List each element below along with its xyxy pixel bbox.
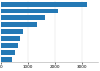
- Bar: [1, 36, 20, 41]
- Bar: [1, 15, 46, 20]
- Bar: [1, 22, 37, 27]
- Bar: [1, 9, 58, 13]
- Bar: [1, 50, 15, 55]
- Bar: [1, 57, 12, 61]
- Bar: [1, 2, 87, 7]
- Bar: [1, 29, 23, 34]
- Bar: [1, 43, 18, 48]
